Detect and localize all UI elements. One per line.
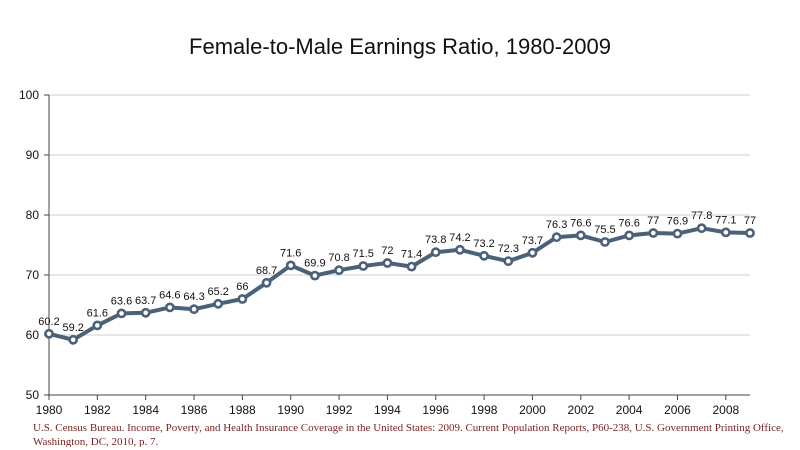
data-label: 68.7 (256, 265, 277, 277)
data-label: 66 (236, 281, 248, 293)
data-label: 70.8 (328, 252, 349, 264)
data-point (720, 227, 731, 238)
data-point (44, 328, 54, 339)
data-label: 73.8 (425, 234, 446, 246)
data-label: 73.7 (522, 235, 543, 247)
data-label: 76.6 (570, 217, 591, 229)
data-point (455, 244, 465, 255)
data-label: 77.1 (715, 214, 736, 226)
x-tick-label: 2004 (616, 403, 643, 417)
x-tick-label: 2000 (519, 403, 546, 417)
data-point (140, 307, 151, 318)
data-point (92, 320, 103, 331)
data-labels: 60.2 59.261.663.6 63.7 64.6 64.3 65.2 6668.771… (38, 210, 756, 334)
data-point (189, 304, 199, 315)
data-label: 71.5 (353, 248, 374, 260)
x-tick-label: 2006 (664, 403, 691, 417)
data-label: 69.9 (304, 258, 325, 270)
y-tick-label: 50 (26, 388, 40, 402)
data-point (527, 247, 538, 258)
data-label: 61.6 (87, 307, 108, 319)
y-tick-label: 60 (26, 328, 40, 342)
x-tick-label: 2002 (567, 403, 594, 417)
data-label: 73.2 (473, 238, 494, 250)
data-label: 63.6 (111, 295, 132, 307)
data-point (237, 294, 248, 304)
data-label: 71.4 (401, 249, 422, 261)
gridlines (49, 94, 750, 336)
data-label: 76.6 (618, 217, 639, 229)
x-tick-label: 1982 (84, 403, 111, 417)
x-tick-label: 1996 (422, 403, 449, 417)
data-point (672, 228, 683, 239)
x-tick-label: 1980 (36, 403, 63, 417)
data-point (575, 230, 586, 241)
data-label: 64.6 (159, 289, 180, 301)
data-label: 74.2 (449, 232, 470, 244)
data-point (358, 261, 369, 271)
series-markers (44, 223, 755, 345)
y-tick-label: 70 (26, 268, 40, 282)
data-point (696, 223, 707, 234)
axes (44, 94, 750, 400)
data-label: 77 (744, 215, 756, 227)
series-line (47, 226, 752, 342)
data-label: 75.5 (594, 224, 615, 236)
data-point (430, 247, 441, 258)
data-label: 63.7 (135, 295, 156, 307)
data-label: 77 (647, 215, 659, 227)
data-point (479, 250, 490, 261)
data-point (551, 232, 562, 243)
data-point (261, 277, 272, 288)
data-point (213, 298, 224, 309)
data-point (334, 265, 344, 276)
x-tick-label: 2008 (712, 403, 739, 417)
x-tick-label: 1994 (374, 403, 401, 417)
data-label: 60.2 (38, 316, 59, 328)
data-label: 76.9 (667, 216, 688, 228)
data-label: 72.3 (498, 243, 519, 255)
data-point (68, 334, 79, 345)
series-line-path (47, 226, 752, 342)
y-tick-label: 90 (26, 148, 40, 162)
data-label: 76.3 (546, 219, 567, 231)
data-point (406, 261, 417, 272)
x-tick-label: 1986 (181, 403, 208, 417)
data-point (503, 256, 514, 267)
source-note: U.S. Census Bureau. Income, Poverty, and… (33, 422, 784, 447)
data-point (648, 228, 659, 238)
data-point (116, 308, 127, 319)
data-point (745, 228, 755, 238)
data-point (600, 237, 610, 247)
x-tick-label: 1990 (277, 403, 304, 417)
y-axis-ticks: 50 60 70 80 90 100 (19, 88, 39, 402)
y-tick-label: 100 (19, 88, 39, 102)
data-point (309, 270, 320, 281)
x-axis-ticks: 1980 1982 1984 1986 1988 1990 1992 1994 1996 1998… (36, 403, 740, 417)
x-tick-label: 1998 (471, 403, 498, 417)
data-label: 72 (381, 245, 393, 257)
data-label: 59.2 (62, 322, 83, 334)
data-label: 71.6 (280, 247, 301, 259)
data-label: 64.3 (183, 291, 204, 303)
data-point (624, 230, 635, 241)
data-label: 77.8 (691, 210, 712, 222)
x-tick-label: 1984 (132, 403, 159, 417)
data-point (382, 258, 393, 268)
x-tick-label: 1992 (326, 403, 353, 417)
x-tick-label: 1988 (229, 403, 256, 417)
data-point (285, 260, 296, 271)
chart-title: Female-to-Male Earnings Ratio, 1980-2009 (189, 34, 611, 59)
data-point (164, 302, 175, 313)
y-tick-label: 80 (26, 208, 40, 222)
data-label: 65.2 (207, 286, 228, 298)
